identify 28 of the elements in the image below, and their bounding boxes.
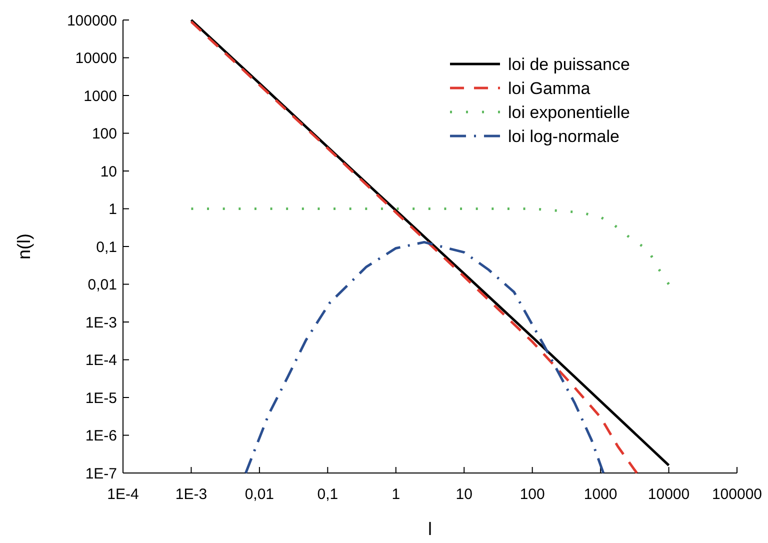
x-tick-label: 0,01 (244, 486, 274, 503)
legend-label: loi de puissance (508, 54, 630, 74)
x-tick-label: 1 (392, 486, 400, 503)
y-tick-label: 0,1 (96, 238, 117, 256)
x-tick-label: 10 (456, 486, 472, 503)
x-tick-label: 10000 (648, 486, 690, 503)
y-tick-label: 1 (108, 201, 117, 218)
x-tick-label: 100000 (712, 486, 762, 503)
x-tick-label: 1E-3 (175, 486, 208, 503)
y-tick-label: 100 (92, 126, 117, 142)
legend-label: loi log-normale (508, 126, 620, 146)
x-tick-label: 0,1 (317, 486, 338, 503)
x-axis-title: l (428, 519, 432, 539)
legend-label: loi Gamma (508, 78, 591, 98)
y-tick-label: 1E-4 (85, 352, 117, 369)
y-tick-label: 1E-3 (85, 314, 117, 332)
y-tick-label: 1E-5 (85, 390, 117, 407)
y-tick-label: 1E-7 (85, 465, 117, 482)
y-tick-label: 1000 (84, 88, 117, 105)
y-tick-label: 0,01 (88, 276, 117, 294)
y-tick-label: 10 (100, 163, 117, 180)
legend-label: loi exponentielle (508, 102, 630, 122)
x-tick-label: 100 (520, 486, 545, 503)
x-tick-label: 1000 (584, 486, 618, 503)
y-axis-title: n(l) (14, 234, 34, 260)
y-tick-label: 1E-6 (85, 428, 117, 444)
y-tick-label: 10000 (75, 50, 117, 67)
y-tick-label: 100000 (66, 12, 117, 30)
